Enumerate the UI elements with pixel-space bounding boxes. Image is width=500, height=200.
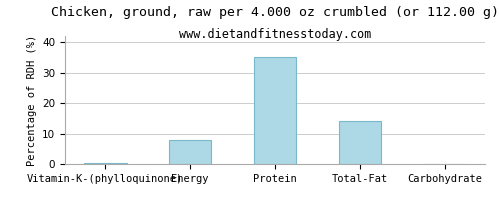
Y-axis label: Percentage of RDH (%): Percentage of RDH (%) <box>26 34 36 166</box>
Text: www.dietandfitnesstoday.com: www.dietandfitnesstoday.com <box>179 28 371 41</box>
Bar <box>254 57 296 164</box>
Bar <box>84 163 126 164</box>
Text: Chicken, ground, raw per 4.000 oz crumbled (or 112.00 g): Chicken, ground, raw per 4.000 oz crumbl… <box>51 6 499 19</box>
Bar <box>169 140 212 164</box>
Bar <box>338 121 381 164</box>
